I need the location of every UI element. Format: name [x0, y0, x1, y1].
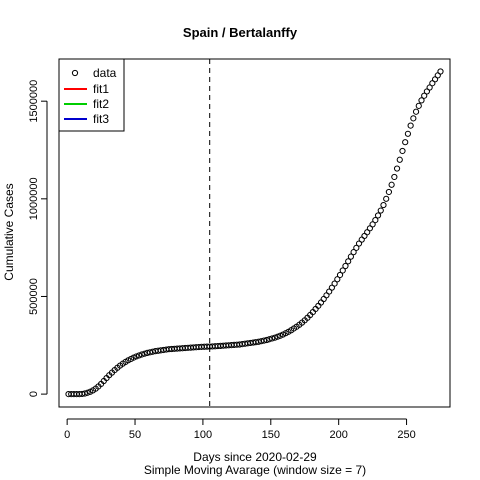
x-tick-label: 150: [262, 429, 280, 441]
x-axis-label: Days since 2020-02-29: [193, 450, 317, 464]
y-tick-label: 1500000: [28, 80, 40, 123]
legend: data fit1 fit2 fit3: [59, 59, 124, 131]
y-axis-label: Cumulative Cases: [2, 183, 16, 280]
legend-label-fit3: fit3: [93, 112, 109, 126]
x-tick-label: 50: [129, 429, 141, 441]
x-tick-label: 200: [329, 429, 347, 441]
legend-label-fit2: fit2: [93, 97, 109, 111]
legend-label-fit1: fit1: [93, 82, 109, 96]
y-tick-label: 0: [28, 391, 40, 397]
chart-title: Spain / Bertalanffy: [183, 25, 298, 40]
x-tick-label: 250: [397, 429, 415, 441]
x-tick-label: 100: [194, 429, 212, 441]
y-tick-label: 500000: [28, 278, 40, 315]
x-axis-sublabel: Simple Moving Avarage (window size = 7): [144, 463, 366, 477]
legend-label-data: data: [93, 66, 117, 80]
x-tick-label: 0: [64, 429, 70, 441]
y-tick-label: 1000000: [28, 177, 40, 220]
